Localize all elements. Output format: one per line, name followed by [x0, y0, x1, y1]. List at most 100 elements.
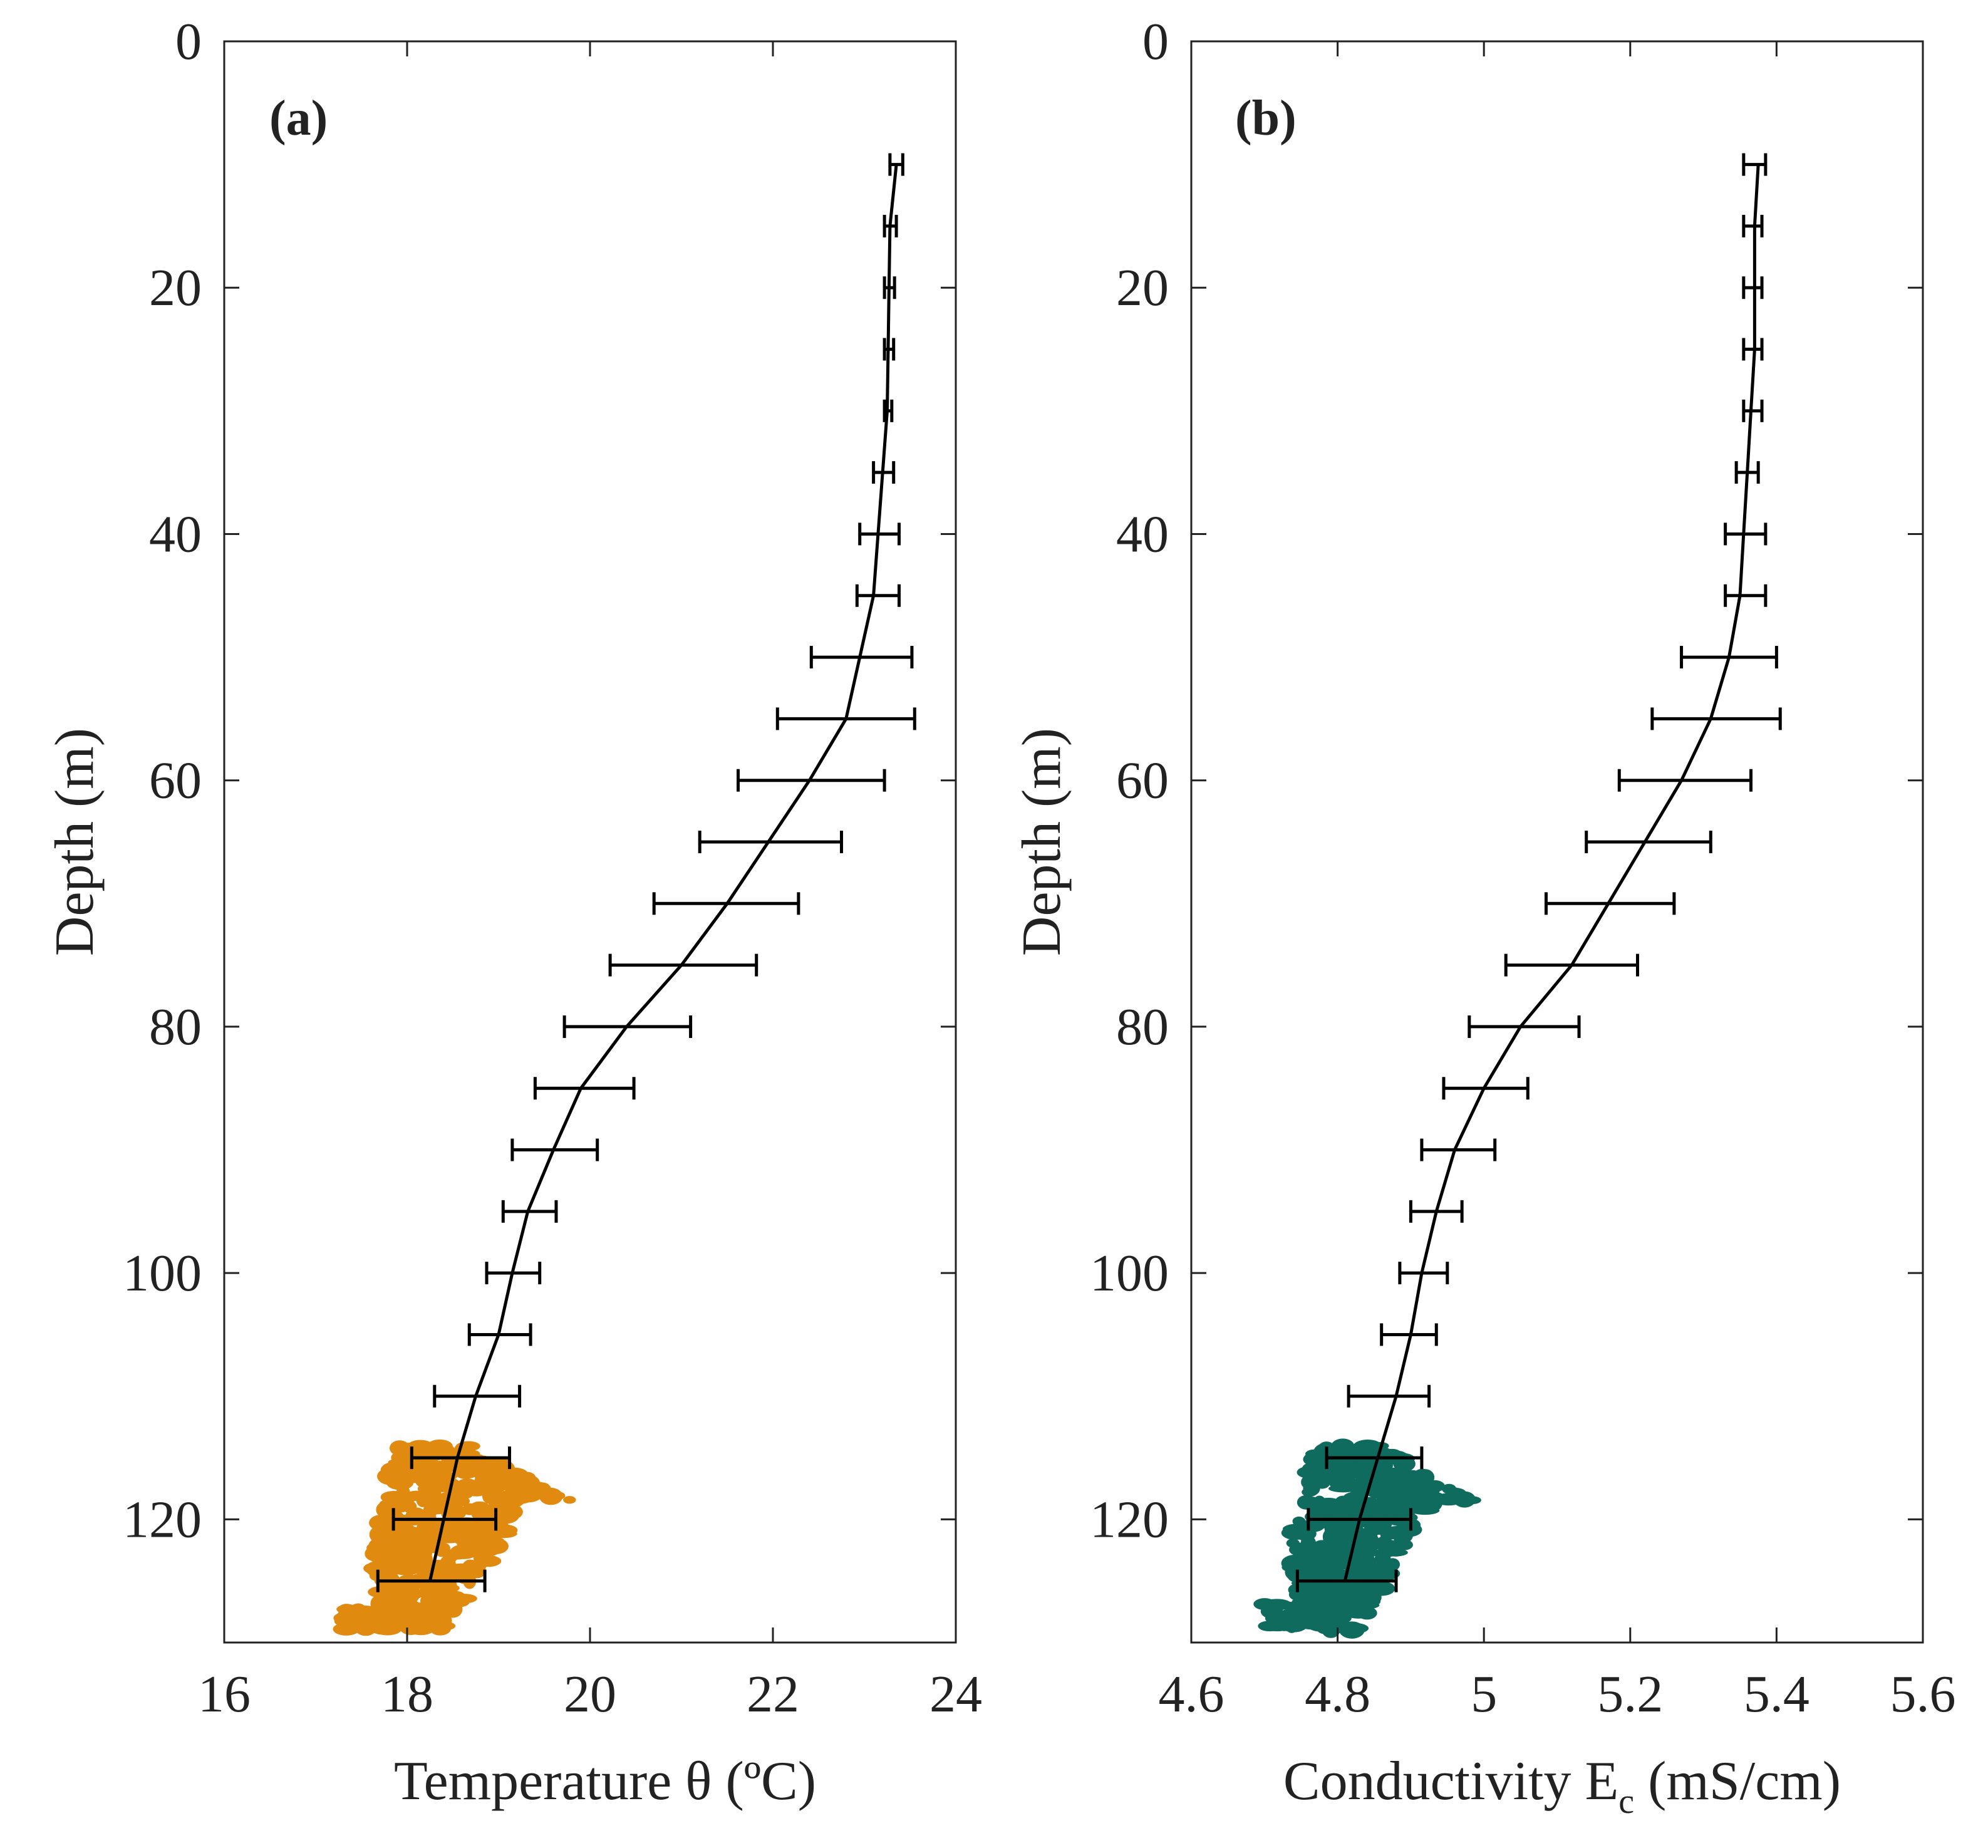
x-tick-label: 16 — [198, 1665, 251, 1723]
x-tick-label: 4.6 — [1159, 1665, 1224, 1723]
observation-point — [1394, 1470, 1418, 1484]
observation-point — [376, 1540, 400, 1555]
y-tick-label: 20 — [1116, 259, 1169, 317]
panel-a-label: (a) — [269, 91, 328, 146]
panel-a-profile-line — [428, 164, 898, 1582]
observation-point — [1295, 1526, 1317, 1541]
observation-point — [1323, 1571, 1338, 1582]
observation-point — [1364, 1500, 1384, 1513]
observation-point — [402, 1540, 428, 1557]
observation-point — [381, 1617, 408, 1628]
observation-point — [396, 1583, 410, 1595]
x-tick-label: 5.6 — [1890, 1665, 1956, 1723]
y-tick-label: 0 — [175, 13, 202, 71]
observation-point — [1298, 1555, 1316, 1572]
panel-a-x-axis-label: Temperature θ (ºC) — [394, 1751, 816, 1812]
observation-point — [1338, 1473, 1355, 1487]
observation-point — [403, 1490, 432, 1502]
observation-point — [379, 1498, 405, 1508]
panel-b-profile-line — [1343, 164, 1760, 1582]
observation-point — [1404, 1495, 1431, 1505]
panel-b-green-observation-cloud — [1253, 1438, 1481, 1639]
observation-point — [1322, 1597, 1340, 1609]
observation-point — [1361, 1529, 1378, 1545]
observation-point — [1359, 1547, 1377, 1557]
observation-point — [462, 1470, 477, 1478]
observation-point — [1358, 1586, 1375, 1595]
panel-a-y-axis-label: Depth (m) — [44, 728, 105, 956]
panel-b-x-axis-label-main: Conductivity E — [1283, 1751, 1618, 1812]
y-tick-label: 80 — [1116, 998, 1169, 1056]
observation-point — [444, 1495, 470, 1507]
observation-point — [1398, 1530, 1412, 1544]
observation-point — [1363, 1564, 1392, 1572]
observation-point — [1303, 1480, 1320, 1496]
observation-point — [474, 1555, 502, 1567]
observation-point — [1326, 1452, 1347, 1468]
y-tick-label: 0 — [1142, 13, 1169, 71]
panel-a-error-bars — [376, 153, 916, 1592]
observation-point — [428, 1612, 452, 1629]
observation-point — [474, 1474, 492, 1486]
observation-point — [370, 1596, 385, 1612]
observation-point — [430, 1448, 453, 1456]
panel-b-ticks: 4.6 4.8 5 5.2 5.4 5.6 0 20 40 60 80 100 120 — [1090, 13, 1956, 1723]
observation-point — [1334, 1521, 1348, 1532]
observation-point — [337, 1611, 361, 1622]
observation-point — [386, 1476, 414, 1490]
observation-point — [430, 1561, 457, 1570]
observation-point — [1320, 1549, 1334, 1561]
observation-point — [1337, 1539, 1361, 1553]
observation-point — [405, 1509, 433, 1524]
x-tick-label: 5.2 — [1597, 1665, 1663, 1723]
observation-point — [1446, 1488, 1467, 1500]
x-tick-label: 5 — [1471, 1665, 1497, 1723]
observation-point — [356, 1624, 376, 1636]
panel-b-y-axis-label: Depth (m) — [1012, 728, 1072, 956]
observation-point — [371, 1621, 385, 1629]
y-tick-label: 100 — [1090, 1244, 1169, 1302]
observation-point — [333, 1622, 360, 1636]
observation-point — [1416, 1473, 1434, 1488]
observation-point — [1303, 1453, 1325, 1466]
panel-a-orange-observation-cloud — [333, 1439, 576, 1636]
observation-point — [430, 1484, 446, 1493]
y-tick-label: 80 — [149, 998, 202, 1056]
panel-b-label: (b) — [1235, 91, 1297, 146]
observation-point — [1356, 1594, 1372, 1607]
observation-point — [410, 1616, 427, 1629]
y-tick-label: 60 — [1116, 752, 1169, 810]
panel-a-ticks: 16 18 20 22 24 0 20 40 60 80 100 120 — [123, 13, 982, 1723]
observation-point — [388, 1458, 416, 1466]
observation-point — [388, 1602, 412, 1612]
observation-point — [471, 1506, 492, 1522]
y-tick-label: 40 — [149, 505, 202, 563]
observation-point — [370, 1560, 395, 1578]
observation-point — [1357, 1606, 1377, 1620]
observation-point — [402, 1500, 417, 1513]
observation-point — [1464, 1496, 1481, 1505]
observation-point — [484, 1456, 512, 1470]
observation-point — [1302, 1463, 1318, 1477]
observation-point — [1337, 1498, 1362, 1513]
observation-point — [487, 1479, 504, 1488]
observation-point — [1372, 1483, 1400, 1500]
y-tick-label: 60 — [149, 752, 202, 810]
panel-a-temperature: 16 18 20 22 24 0 20 40 60 80 100 120 (a) Temperatur… — [44, 13, 982, 1812]
panel-b-x-axis-label: Conductivity Ec (mS/cm) — [1283, 1751, 1841, 1821]
observation-point — [438, 1461, 467, 1469]
observation-point — [486, 1526, 510, 1535]
x-tick-label: 24 — [929, 1665, 982, 1723]
x-tick-label: 5.4 — [1744, 1665, 1809, 1723]
observation-point — [1265, 1612, 1295, 1625]
x-tick-label: 4.8 — [1305, 1665, 1370, 1723]
observation-point — [1331, 1438, 1355, 1454]
y-tick-label: 100 — [123, 1244, 202, 1302]
observation-point — [471, 1532, 499, 1544]
observation-point — [540, 1489, 556, 1498]
observation-point — [1377, 1518, 1392, 1531]
observation-point — [502, 1490, 516, 1498]
panel-b-plot-frame — [1190, 40, 1924, 1644]
observation-point — [1324, 1562, 1339, 1575]
observation-point — [1381, 1540, 1399, 1553]
